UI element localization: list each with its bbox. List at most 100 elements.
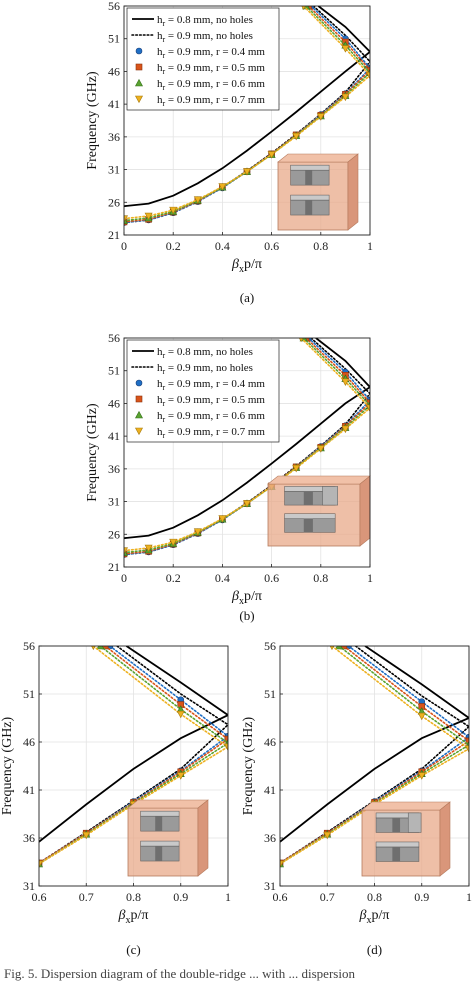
legend-label-main: h (157, 394, 163, 406)
inset-ridge-lower-slot (155, 846, 163, 862)
y-tick-label: 46 (23, 735, 35, 749)
series-5-lower-marker (417, 772, 426, 780)
inset-ridge-lower-top (140, 840, 180, 847)
series-5-lower-marker (341, 93, 350, 102)
y-tick-label: 21 (108, 560, 120, 574)
y-tick-label: 51 (264, 687, 276, 701)
legend-label-0: hr = 0.8 mm, no holes (157, 346, 253, 360)
legend-marker-3 (135, 395, 143, 403)
y-tick-label: 36 (108, 130, 120, 144)
legend-label-1: hr = 0.9 mm, no holes (157, 362, 253, 376)
y-tick-label: 46 (108, 64, 120, 78)
series-5-lower-marker (267, 151, 276, 159)
series-5-lower-marker (193, 528, 202, 536)
panel-caption: (d) (367, 942, 382, 957)
series-0-upper-line (317, 6, 370, 53)
inset-box-side (347, 153, 359, 231)
legend-marker-2 (135, 379, 143, 387)
y-tick-label: 51 (108, 32, 120, 46)
figure-footer-text: Fig. 5. Dispersion diagram of the double… (4, 966, 355, 981)
legend-label-main: h (157, 14, 163, 26)
inset-ridge-upper-top (290, 164, 330, 171)
series-5-lower-marker (280, 860, 285, 869)
series-5-lower-marker (341, 425, 350, 434)
legend-label-sub: r (163, 83, 166, 92)
legend-label-main: h (157, 346, 163, 358)
series-1-upper-line (312, 6, 370, 63)
inset-ridge-lower-top (284, 513, 336, 519)
series-0-lower-line (39, 714, 228, 843)
series-5-lower-marker (316, 445, 325, 453)
panel-caption: (c) (126, 942, 140, 957)
series-4-upper-marker (335, 646, 344, 650)
legend-label-tail: = 0.9 mm, r = 0.4 mm (165, 46, 265, 58)
legend-label-sub: r (163, 351, 166, 360)
series-5-upper-marker (464, 745, 469, 753)
y-tick-label: 56 (23, 639, 35, 653)
legend-label-main: h (157, 30, 163, 42)
series-5-lower-marker (193, 196, 202, 204)
x-axis-label: βxp/π (231, 257, 262, 275)
y-tick-label: 41 (108, 97, 120, 111)
panel-c: 0.6 0.7 0.8 0.9 1 31 36 41 46 51 56 βxp/π Frequency … (0, 639, 231, 957)
y-axis-label: Frequency (GHz) (85, 403, 100, 502)
legend-label-main: h (157, 94, 163, 106)
inset-ridge-upper-slot (392, 817, 401, 833)
x-tick-label: 1 (367, 239, 373, 253)
series-4-upper-line (338, 646, 469, 746)
y-tick-label: 46 (108, 396, 120, 410)
panel-d: 0.6 0.7 0.8 0.9 1 31 36 41 46 51 56 βxp/π Frequency … (241, 639, 472, 957)
series-5-lower-marker (292, 132, 301, 141)
legend-label-4: hr = 0.9 mm, r = 0.6 mm (157, 78, 265, 92)
legend-label-tail: = 0.8 mm, no holes (165, 14, 253, 26)
x-axis-label-tail: p/π (244, 257, 262, 272)
x-tick-label: 0 (121, 239, 127, 253)
x-tick-label: 0.2 (166, 239, 181, 253)
inset-ridge-lower-slot (392, 846, 401, 862)
x-tick-label: 0 (121, 571, 127, 585)
series-5-upper-marker (365, 72, 370, 80)
legend-label-tail: = 0.9 mm, r = 0.6 mm (165, 78, 265, 90)
legend-label-5: hr = 0.9 mm, r = 0.7 mm (157, 426, 265, 440)
legend-label-sub: r (163, 415, 166, 424)
x-tick-label: 1 (466, 890, 472, 904)
legend-marker-2 (135, 47, 143, 55)
x-tick-label: 0.9 (173, 890, 188, 904)
x-axis-label: βxp/π (359, 908, 390, 926)
series-5-upper-marker (176, 710, 185, 719)
unit-cell-inset (361, 801, 451, 877)
series-5-lower-marker (242, 168, 252, 176)
legend-label-sub: r (163, 19, 166, 28)
y-tick-label: 56 (108, 0, 120, 13)
x-axis-label-tail: p/π (131, 908, 149, 923)
legend-label-2: hr = 0.9 mm, r = 0.4 mm (157, 46, 265, 60)
y-tick-label: 51 (23, 687, 35, 701)
inset-ridge-lower-top (375, 841, 420, 848)
inset-box-top (267, 475, 371, 485)
x-tick-label: 0.2 (166, 571, 181, 585)
series-5-lower-marker (242, 500, 252, 508)
legend-label-tail: = 0.9 mm, r = 0.7 mm (165, 426, 265, 438)
series-0-lower-line (124, 51, 370, 208)
y-tick-label: 41 (23, 783, 35, 797)
series-0-upper-line (315, 338, 370, 388)
legend-label-main: h (157, 62, 163, 74)
legend-label-sub: r (163, 367, 166, 376)
y-axis-label: Frequency (GHz) (85, 71, 100, 170)
y-tick-label: 31 (264, 879, 276, 893)
x-tick-label: 0.4 (215, 239, 230, 253)
series-5-upper-line (302, 6, 370, 77)
legend-label-tail: = 0.9 mm, no holes (165, 362, 253, 374)
x-tick-label: 0.8 (126, 890, 141, 904)
legend-label-sub: r (163, 99, 166, 108)
panel-caption: (b) (239, 608, 254, 623)
series-3-upper-marker (224, 735, 228, 743)
inset-ridge-upper-slot (303, 491, 313, 506)
panel-caption: (a) (240, 290, 254, 305)
legend-label-sub: r (163, 399, 166, 408)
legend-label-2: hr = 0.9 mm, r = 0.4 mm (157, 378, 265, 392)
x-tick-label: 1 (367, 571, 373, 585)
series-0-lower-line (280, 717, 469, 843)
